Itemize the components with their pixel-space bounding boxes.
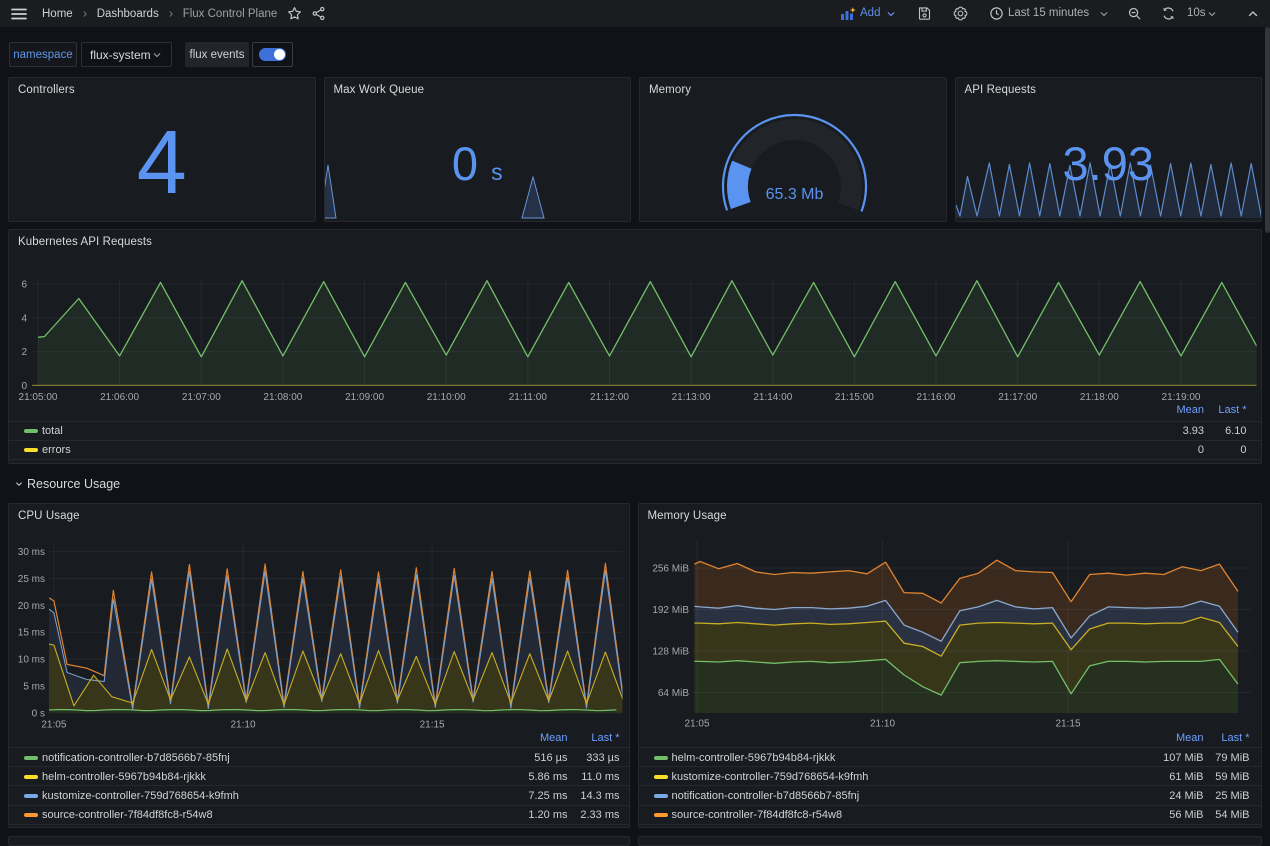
svg-text:4: 4 [21, 313, 27, 324]
svg-text:256 MiB: 256 MiB [652, 564, 689, 575]
svg-text:30 ms: 30 ms [18, 547, 45, 558]
svg-text:64 MiB: 64 MiB [657, 688, 688, 699]
svg-text:21:17:00: 21:17:00 [998, 392, 1037, 403]
svg-text:21:09:00: 21:09:00 [345, 392, 384, 403]
svg-text:2: 2 [21, 347, 27, 358]
svg-text:21:15:00: 21:15:00 [835, 392, 874, 403]
svg-text:21:11:00: 21:11:00 [509, 392, 548, 403]
svg-text:21:18:00: 21:18:00 [1080, 392, 1119, 403]
svg-text:0 s: 0 s [32, 708, 45, 719]
svg-text:21:10: 21:10 [230, 719, 255, 730]
svg-text:21:15: 21:15 [420, 719, 445, 730]
svg-text:21:19:00: 21:19:00 [1162, 392, 1201, 403]
svg-text:21:05:00: 21:05:00 [19, 392, 58, 403]
svg-text:15 ms: 15 ms [18, 628, 45, 639]
svg-text:21:12:00: 21:12:00 [590, 392, 629, 403]
svg-text:21:10:00: 21:10:00 [427, 392, 466, 403]
svg-text:20 ms: 20 ms [18, 601, 45, 612]
svg-text:5 ms: 5 ms [23, 681, 45, 692]
svg-text:128 MiB: 128 MiB [652, 647, 689, 658]
svg-text:0: 0 [21, 381, 27, 392]
svg-text:21:13:00: 21:13:00 [672, 392, 711, 403]
svg-text:10 ms: 10 ms [18, 655, 45, 666]
svg-text:21:06:00: 21:06:00 [100, 392, 139, 403]
svg-text:21:10: 21:10 [869, 719, 894, 730]
svg-text:6: 6 [21, 280, 27, 291]
svg-text:21:05: 21:05 [41, 719, 66, 730]
svg-text:21:07:00: 21:07:00 [182, 392, 221, 403]
svg-text:21:14:00: 21:14:00 [753, 392, 792, 403]
svg-text:65.3 Mb: 65.3 Mb [766, 186, 824, 203]
svg-text:21:16:00: 21:16:00 [917, 392, 956, 403]
svg-text:21:08:00: 21:08:00 [263, 392, 302, 403]
svg-text:25 ms: 25 ms [18, 574, 45, 585]
svg-text:192 MiB: 192 MiB [652, 605, 689, 616]
svg-text:21:15: 21:15 [1055, 719, 1080, 730]
svg-text:21:05: 21:05 [684, 719, 709, 730]
